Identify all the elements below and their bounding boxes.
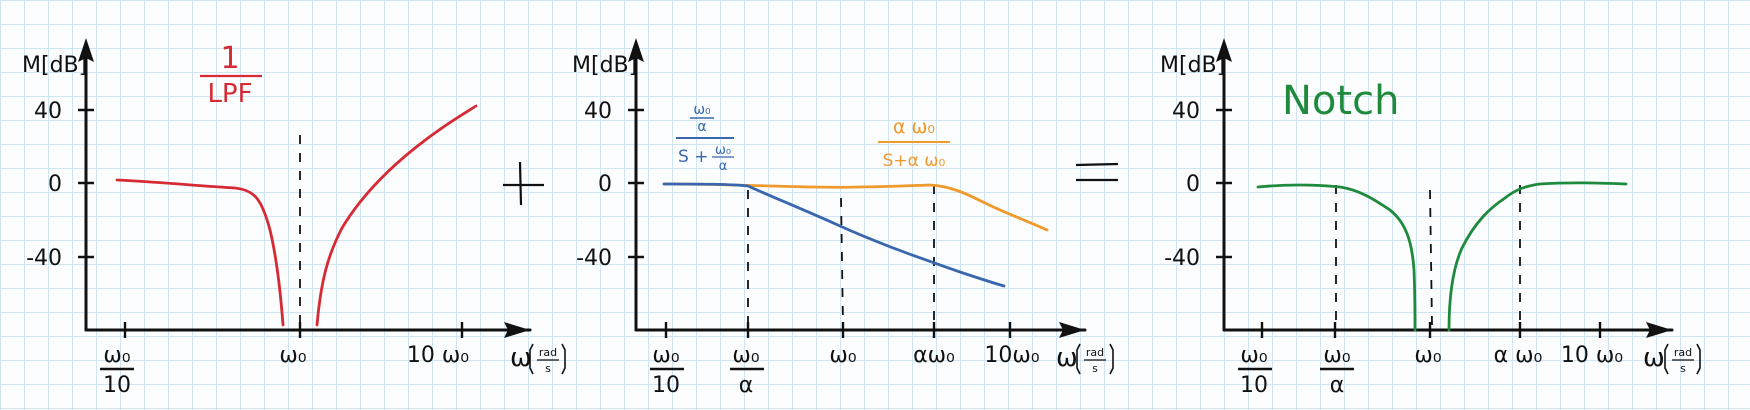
x-unit-den: s xyxy=(1680,362,1686,375)
x-ticks-2 xyxy=(664,322,1012,338)
x-tick-w0-over-10-num: ω₀ xyxy=(652,343,679,368)
blue-bottom: S + xyxy=(678,147,708,167)
y-arrow-3 xyxy=(1216,38,1232,62)
label-orange-tf: α ω₀ S+α ω₀ xyxy=(878,116,950,171)
unit-brackets xyxy=(1664,343,1701,375)
x-unit-den: s xyxy=(1092,362,1098,375)
curve-blue-w0-over-alpha xyxy=(662,182,1006,288)
x-tick-alpha-w0: α ω₀ xyxy=(1494,343,1543,368)
blue-bottom-num: ω₀ xyxy=(715,143,731,158)
unit-brackets xyxy=(1076,343,1114,375)
orange-den: S+α ω₀ xyxy=(883,151,946,171)
y-axis-label: M[dB] xyxy=(1160,53,1225,78)
y-arrow-2 xyxy=(628,38,644,62)
unit-brackets xyxy=(529,343,566,375)
plus-operator xyxy=(503,161,544,206)
y-axis-label: M[dB] xyxy=(22,53,87,78)
x-tick-w0-over-alpha-num: ω₀ xyxy=(1323,343,1350,368)
vline-w0 xyxy=(1429,189,1433,326)
equals-operator xyxy=(1075,162,1119,182)
vline-w0 xyxy=(840,197,844,326)
x-tick-w0: ω₀ xyxy=(829,343,856,368)
x-unit-num: rad xyxy=(539,346,557,359)
x-tick-w0: ω₀ xyxy=(279,343,306,368)
x-tick-w0-over-10-num: ω₀ xyxy=(103,343,130,368)
curve-lpf-inverse-left xyxy=(115,178,285,327)
label-num: 1 xyxy=(220,41,239,76)
y-tick-40: 40 xyxy=(1172,99,1200,124)
y-axis-label: M[dB] xyxy=(572,53,637,78)
y-arrow-1 xyxy=(78,38,94,62)
y-tick-0: 0 xyxy=(1186,172,1200,197)
y-tick-neg40: -40 xyxy=(576,246,612,271)
x-tick-alpha-w0: αω₀ xyxy=(913,343,955,368)
x-tick-10w0: 10ω₀ xyxy=(984,343,1039,368)
x-ticks-3 xyxy=(1260,322,1602,338)
y-tick-neg40: -40 xyxy=(1164,246,1200,271)
x-tick-w0-over-alpha-den: α xyxy=(1330,373,1345,398)
x-tick-w0-over-alpha-den: α xyxy=(739,373,754,398)
x-unit-den: s xyxy=(545,362,551,375)
x-tick-10w0: 10 ω₀ xyxy=(407,343,469,368)
label-1-over-lpf: 1 LPF xyxy=(200,41,262,109)
y-tick-40: 40 xyxy=(34,99,62,124)
label-den: LPF xyxy=(207,79,252,109)
x-axis-symbol: ω xyxy=(1056,343,1078,373)
x-tick-w0-over-10-den: 10 xyxy=(1240,373,1268,398)
curve-notch xyxy=(1256,181,1628,332)
x-arrow-1 xyxy=(504,322,530,338)
x-unit-num: rad xyxy=(1674,346,1692,359)
x-tick-w0-over-10-den: 10 xyxy=(652,373,680,398)
blue-top-num: ω₀ xyxy=(693,102,711,118)
blue-bottom-den: α xyxy=(719,159,728,174)
panel-1-lpf-inverse: M[dB] 40 0 -40 ω₀ 10 ω₀ 10 ω₀ ω rad s 1 … xyxy=(22,38,566,398)
blue-top-den: α xyxy=(697,119,706,135)
y-ticks-2 xyxy=(628,108,644,259)
panel-3-notch: M[dB] 40 0 -40 ω₀ 10 ω₀ α ω₀ α ω₀ 10 ω₀ … xyxy=(1160,38,1701,398)
x-tick-w0-over-10-den: 10 xyxy=(103,373,131,398)
orange-num: α ω₀ xyxy=(893,116,935,138)
label-blue-tf: ω₀ α S + ω₀ α xyxy=(676,102,734,174)
x-ticks-1 xyxy=(123,322,464,338)
label-notch: Notch xyxy=(1282,78,1399,124)
y-ticks-1 xyxy=(78,108,94,259)
x-tick-10w0: 10 ω₀ xyxy=(1561,343,1623,368)
panel-2-sum-terms: M[dB] 40 0 -40 ω₀ 10 ω₀ α ω₀ αω₀ 10ω₀ ω … xyxy=(572,38,1114,398)
y-tick-neg40: -40 xyxy=(26,246,62,271)
curve-lpf-inverse-right xyxy=(315,104,478,327)
y-tick-0: 0 xyxy=(598,172,612,197)
y-ticks-3 xyxy=(1216,108,1232,259)
x-arrow-2 xyxy=(1059,322,1085,338)
y-tick-0: 0 xyxy=(48,172,62,197)
x-arrow-3 xyxy=(1646,322,1672,338)
x-unit-num: rad xyxy=(1086,346,1104,359)
x-axis-symbol: ω xyxy=(510,343,532,373)
x-tick-w0: ω₀ xyxy=(1414,343,1441,368)
x-axis-symbol: ω xyxy=(1643,343,1665,373)
x-tick-w0-over-10-num: ω₀ xyxy=(1240,343,1267,368)
x-tick-w0-over-alpha-num: ω₀ xyxy=(732,343,759,368)
curve-orange-alpha-w0 xyxy=(662,182,1049,232)
y-tick-40: 40 xyxy=(584,99,612,124)
